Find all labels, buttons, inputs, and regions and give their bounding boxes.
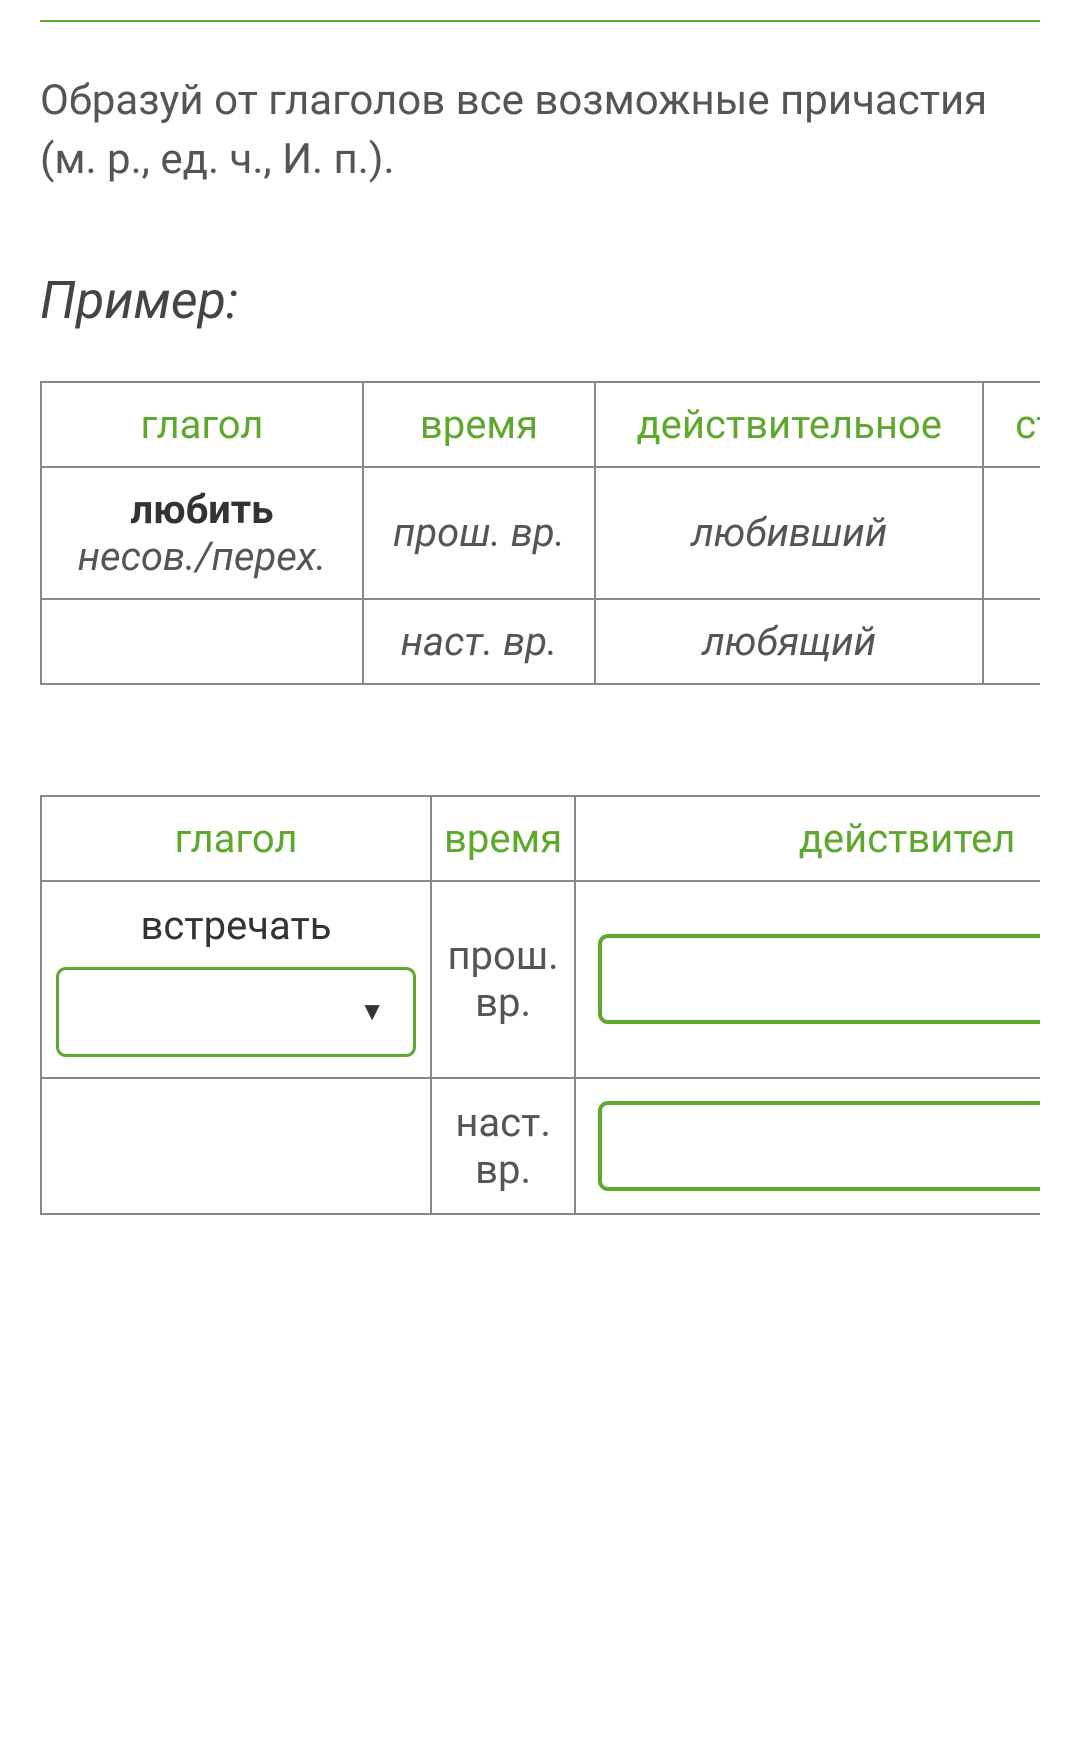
example-active: любивший xyxy=(595,467,983,599)
example-col-active: действительное xyxy=(595,382,983,467)
exercise-verb-cell: встречать ▼ xyxy=(41,881,431,1078)
example-table: глагол время действительное страдател лю… xyxy=(40,381,1040,685)
example-col-passive: страдател xyxy=(983,382,1040,467)
verb-type-select[interactable]: ▼ xyxy=(56,967,416,1057)
exercise-time: наст. вр. xyxy=(431,1078,575,1214)
exercise-col-time: время xyxy=(431,796,575,881)
example-passive xyxy=(983,467,1040,599)
example-active: любящий xyxy=(595,599,983,684)
exercise-row: встречать ▼ прош. вр. xyxy=(41,881,1040,1078)
exercise-col-active: действител xyxy=(575,796,1040,881)
example-time: прош. вр. xyxy=(363,467,595,599)
exercise-row: наст. вр. xyxy=(41,1078,1040,1214)
example-heading: Пример: xyxy=(40,270,1040,331)
exercise-col-verb: глагол xyxy=(41,796,431,881)
top-divider xyxy=(40,20,1040,22)
example-verb-cell: любить несов./перех. xyxy=(41,467,363,599)
chevron-down-icon: ▼ xyxy=(359,996,385,1027)
exercise-active-cell xyxy=(575,881,1040,1078)
active-participle-input[interactable] xyxy=(598,934,1040,1024)
example-row: любить несов./перех. прош. вр. любивший xyxy=(41,467,1040,599)
instruction-text: Образуй от глаголов все возможные причас… xyxy=(40,72,1040,190)
active-participle-input[interactable] xyxy=(598,1101,1040,1191)
exercise-active-cell xyxy=(575,1078,1040,1214)
example-time: наст. вр. xyxy=(363,599,595,684)
exercise-verb-cell-empty xyxy=(41,1078,431,1214)
exercise-table: глагол время действител встречать ▼ прош… xyxy=(40,795,1040,1215)
exercise-verb-word: встречать xyxy=(54,902,418,949)
example-row: наст. вр. любящий любим xyxy=(41,599,1040,684)
example-passive: любим xyxy=(983,599,1040,684)
example-col-verb: глагол xyxy=(41,382,363,467)
exercise-time: прош. вр. xyxy=(431,881,575,1078)
example-verb-bold: любить xyxy=(54,486,350,533)
example-verb-cell-empty xyxy=(41,599,363,684)
example-verb-sub: несов./перех. xyxy=(54,533,350,580)
example-col-time: время xyxy=(363,382,595,467)
